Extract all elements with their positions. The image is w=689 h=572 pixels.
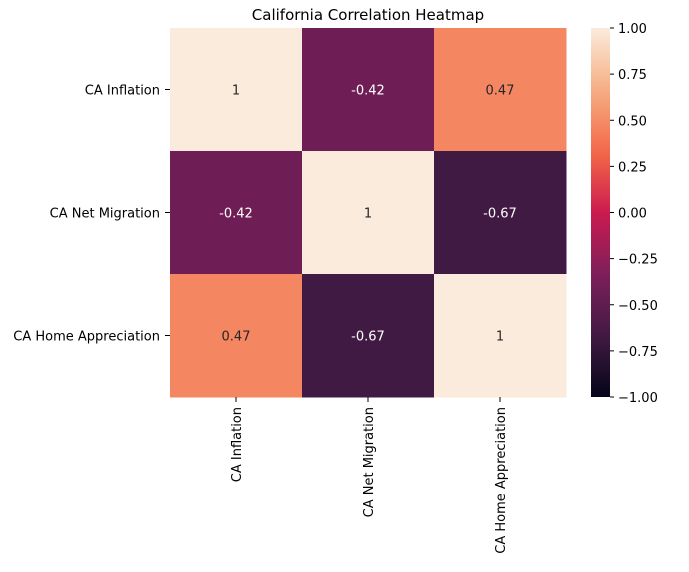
cell-value-label: 0.47	[486, 84, 515, 99]
y-tick-label: CA Net Migration	[50, 207, 160, 222]
cell-value-label: -0.42	[351, 84, 385, 99]
chart-title: California Correlation Heatmap	[252, 6, 484, 24]
colorbar-tick-label: 0.75	[618, 68, 647, 83]
x-tick-label: CA Inflation	[230, 407, 245, 482]
cell-value-label: 1	[232, 84, 240, 99]
heatmap-cell	[302, 28, 435, 152]
heatmap-cell	[434, 274, 567, 398]
cell-value-label: 1	[364, 207, 372, 222]
heatmap-cell	[170, 274, 303, 398]
cell-value-label: -0.67	[483, 207, 517, 222]
heatmap-cell	[434, 151, 567, 275]
colorbar-tick-label: 0.25	[618, 160, 647, 175]
colorbar-tick-label: 1.00	[618, 22, 647, 37]
heatmap-cell	[170, 151, 303, 275]
cell-value-label: 1	[496, 330, 504, 345]
x-tick-label: CA Home Appreciation	[494, 407, 509, 554]
heatmap-cell	[302, 151, 435, 275]
row-labels: CA Inflation CA Net Migration CA Home Appr…	[13, 84, 170, 345]
heatmap-cell	[434, 28, 567, 152]
y-tick-label: CA Inflation	[85, 84, 160, 99]
colorbar-tick-label: −0.50	[618, 299, 658, 314]
column-labels: CA Inflation CA Net Migration CA Home Appr…	[230, 397, 509, 554]
cell-value-label: -0.42	[219, 207, 253, 222]
colorbar: 1.00 0.75 0.50 0.25 0.00 −0.25 −0.50 −0.75 −1.00	[591, 22, 658, 406]
heatmap-cells: 1 -0.42 0.47 -0.42 1 -0.67 0.47 -0.67 1	[170, 28, 567, 398]
x-tick-label: CA Net Migration	[362, 407, 377, 517]
colorbar-tick-label: 0.50	[618, 114, 647, 129]
heatmap-cell	[170, 28, 303, 152]
y-tick-label: CA Home Appreciation	[13, 330, 160, 345]
colorbar-tick-label: 0.00	[618, 207, 647, 222]
colorbar-gradient	[591, 28, 610, 397]
heatmap-cell	[302, 274, 435, 398]
colorbar-tick-label: −0.75	[618, 345, 658, 360]
colorbar-tick-label: −0.25	[618, 253, 658, 268]
cell-value-label: -0.67	[351, 330, 385, 345]
cell-value-label: 0.47	[222, 330, 251, 345]
colorbar-tick-label: −1.00	[618, 391, 658, 406]
